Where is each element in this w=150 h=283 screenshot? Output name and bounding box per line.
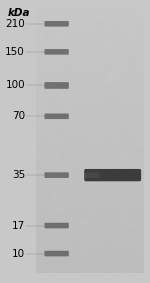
- Text: 35: 35: [12, 170, 25, 180]
- Text: kDa: kDa: [8, 8, 30, 18]
- FancyBboxPatch shape: [44, 172, 69, 178]
- Text: 10: 10: [12, 248, 25, 259]
- Text: 70: 70: [12, 111, 25, 121]
- Text: 17: 17: [12, 220, 25, 231]
- FancyBboxPatch shape: [44, 82, 69, 89]
- FancyBboxPatch shape: [44, 49, 69, 55]
- Text: 150: 150: [5, 47, 25, 57]
- FancyBboxPatch shape: [44, 223, 69, 228]
- FancyBboxPatch shape: [44, 251, 69, 256]
- Text: 210: 210: [5, 19, 25, 29]
- FancyBboxPatch shape: [44, 21, 69, 27]
- FancyBboxPatch shape: [84, 169, 141, 181]
- Text: 100: 100: [5, 80, 25, 91]
- FancyBboxPatch shape: [85, 172, 99, 178]
- FancyBboxPatch shape: [44, 113, 69, 119]
